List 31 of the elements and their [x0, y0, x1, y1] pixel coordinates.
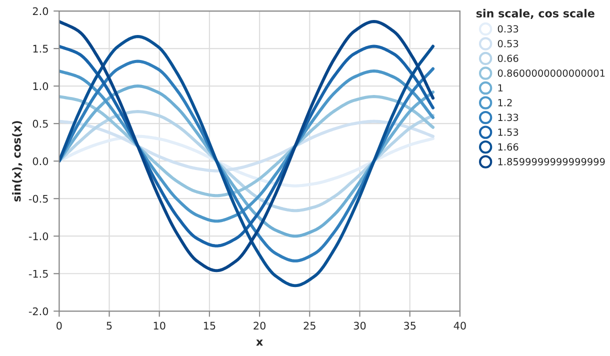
y-tick-label: -0.5	[28, 194, 48, 203]
legend-label: 1	[498, 84, 503, 92]
y-tick-label: -1.0	[28, 232, 48, 240]
x-tick-label: 30	[354, 322, 366, 330]
x-tick-label: 35	[404, 322, 416, 330]
legend-title: sin scale, cos scale	[476, 8, 594, 19]
legend-label: 1.2	[498, 98, 512, 106]
y-tick-label: -1.5	[28, 270, 48, 278]
x-tick-label: 25	[304, 322, 316, 330]
y-tick-label: 2.0	[32, 7, 48, 16]
x-tick-label: 5	[106, 322, 112, 330]
x-tick-label: 0	[56, 322, 62, 330]
legend-label: 1.8599999999999999	[498, 158, 605, 166]
legend-label: 0.66	[498, 54, 518, 62]
legend-label: 0.8600000000000001	[498, 69, 605, 77]
y-axis-title: sin(x), cos(x)	[12, 121, 22, 202]
y-tick-label: 1.0	[33, 82, 48, 90]
legend-label: 0.33	[498, 25, 518, 33]
x-tick-label: 15	[204, 322, 216, 330]
legend-label: 1.66	[498, 143, 518, 151]
x-tick-label: 40	[454, 322, 466, 330]
y-tick-label: 0.5	[32, 120, 48, 128]
legend-label: 1.33	[498, 114, 518, 122]
x-tick-label: 20	[254, 322, 266, 330]
x-tick-label: 10	[154, 322, 166, 330]
y-tick-label: 0.0	[32, 157, 48, 166]
legend-label: 0.53	[498, 40, 518, 48]
x-axis-title: x	[256, 340, 263, 346]
y-tick-label: 1.5	[33, 44, 48, 53]
legend-label: 1.53	[498, 128, 518, 136]
y-tick-label: -2.0	[28, 307, 48, 316]
